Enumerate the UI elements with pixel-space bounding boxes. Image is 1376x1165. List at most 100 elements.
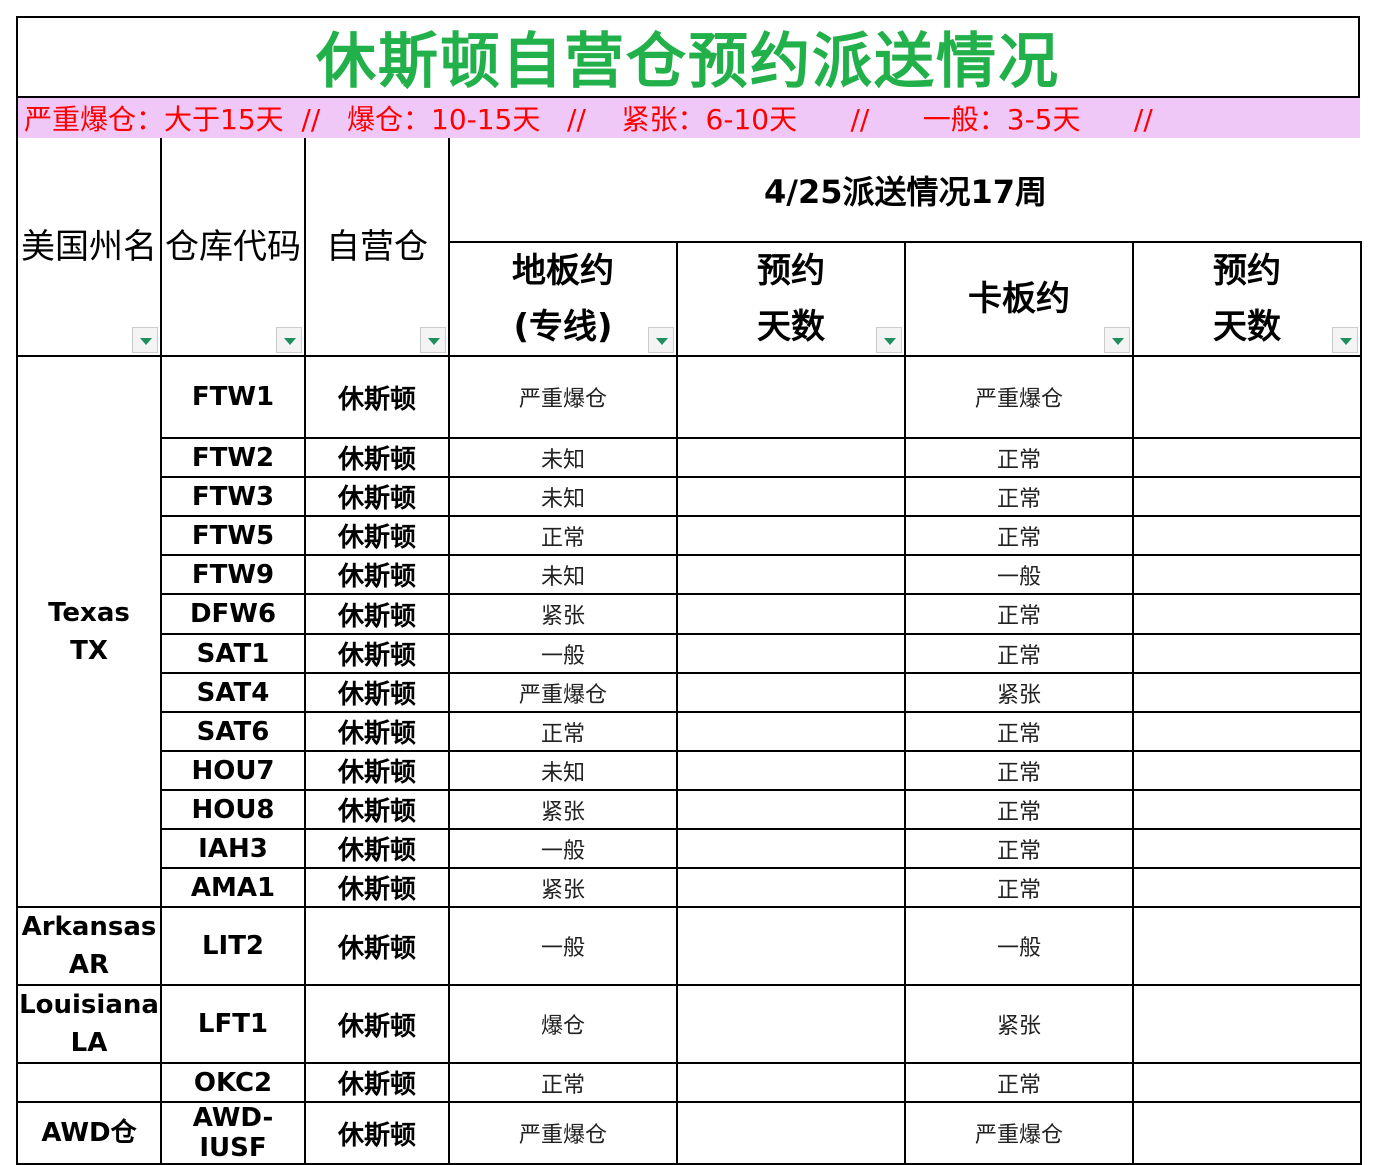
pallet-days-cell[interactable] <box>1132 515 1362 556</box>
warehouse-cell[interactable]: 休斯顿 <box>304 633 450 674</box>
floor-days-cell[interactable] <box>676 554 906 595</box>
floor-status-cell[interactable]: 正常 <box>448 1062 678 1103</box>
pallet-status-cell[interactable]: 正常 <box>904 593 1134 635</box>
warehouse-code-cell[interactable]: HOU8 <box>160 789 306 830</box>
state-cell[interactable]: Louisiana LA <box>16 984 162 1064</box>
filter-dropdown-icon[interactable] <box>876 327 902 353</box>
warehouse-code-cell[interactable]: AWD-IUSF <box>160 1101 306 1165</box>
filter-dropdown-icon[interactable] <box>1104 327 1130 353</box>
floor-status-cell[interactable]: 紧张 <box>448 789 678 830</box>
floor-days-cell[interactable] <box>676 750 906 791</box>
warehouse-cell[interactable]: 休斯顿 <box>304 672 450 713</box>
pallet-status-cell[interactable]: 严重爆仓 <box>904 355 1134 439</box>
warehouse-cell[interactable]: 休斯顿 <box>304 554 450 595</box>
floor-days-cell[interactable] <box>676 984 906 1064</box>
floor-status-cell[interactable]: 一般 <box>448 906 678 986</box>
pallet-days-cell[interactable] <box>1132 554 1362 595</box>
floor-status-cell[interactable]: 爆仓 <box>448 984 678 1064</box>
floor-days-cell[interactable] <box>676 867 906 908</box>
pallet-status-cell[interactable]: 正常 <box>904 867 1134 908</box>
floor-status-cell[interactable]: 一般 <box>448 828 678 869</box>
filter-dropdown-icon[interactable] <box>648 327 674 353</box>
warehouse-code-cell[interactable]: SAT6 <box>160 711 306 752</box>
pallet-days-cell[interactable] <box>1132 984 1362 1064</box>
filter-dropdown-icon[interactable] <box>1332 327 1358 353</box>
pallet-status-cell[interactable]: 正常 <box>904 1062 1134 1103</box>
floor-days-cell[interactable] <box>676 355 906 439</box>
warehouse-code-cell[interactable]: OKC2 <box>160 1062 306 1103</box>
warehouse-code-cell[interactable]: FTW3 <box>160 476 306 517</box>
floor-days-cell[interactable] <box>676 828 906 869</box>
warehouse-code-cell[interactable]: SAT1 <box>160 633 306 674</box>
header-days2[interactable]: 预约 天数 <box>1132 241 1362 357</box>
warehouse-cell[interactable]: 休斯顿 <box>304 906 450 986</box>
floor-status-cell[interactable]: 严重爆仓 <box>448 672 678 713</box>
floor-status-cell[interactable]: 未知 <box>448 437 678 478</box>
pallet-status-cell[interactable]: 紧张 <box>904 984 1134 1064</box>
pallet-days-cell[interactable] <box>1132 437 1362 478</box>
header-pallet[interactable]: 卡板约 <box>904 241 1134 357</box>
floor-days-cell[interactable] <box>676 437 906 478</box>
floor-days-cell[interactable] <box>676 906 906 986</box>
floor-status-cell[interactable]: 未知 <box>448 554 678 595</box>
warehouse-code-cell[interactable]: HOU7 <box>160 750 306 791</box>
warehouse-code-cell[interactable]: FTW9 <box>160 554 306 595</box>
floor-status-cell[interactable]: 严重爆仓 <box>448 355 678 439</box>
pallet-days-cell[interactable] <box>1132 828 1362 869</box>
warehouse-cell[interactable]: 休斯顿 <box>304 593 450 635</box>
state-cell[interactable]: Texas TX <box>16 355 162 908</box>
pallet-status-cell[interactable]: 正常 <box>904 750 1134 791</box>
pallet-status-cell[interactable]: 正常 <box>904 789 1134 830</box>
pallet-status-cell[interactable]: 紧张 <box>904 672 1134 713</box>
pallet-status-cell[interactable]: 正常 <box>904 633 1134 674</box>
pallet-days-cell[interactable] <box>1132 906 1362 986</box>
state-cell[interactable]: Arkansas AR <box>16 906 162 986</box>
warehouse-cell[interactable]: 休斯顿 <box>304 515 450 556</box>
state-cell[interactable]: AWD仓 <box>16 1101 162 1165</box>
warehouse-code-cell[interactable]: FTW2 <box>160 437 306 478</box>
pallet-status-cell[interactable]: 正常 <box>904 437 1134 478</box>
warehouse-code-cell[interactable]: DFW6 <box>160 593 306 635</box>
pallet-days-cell[interactable] <box>1132 1062 1362 1103</box>
warehouse-cell[interactable]: 休斯顿 <box>304 355 450 439</box>
pallet-days-cell[interactable] <box>1132 711 1362 752</box>
floor-status-cell[interactable]: 正常 <box>448 515 678 556</box>
pallet-status-cell[interactable]: 一般 <box>904 554 1134 595</box>
warehouse-code-cell[interactable]: IAH3 <box>160 828 306 869</box>
filter-dropdown-icon[interactable] <box>132 327 158 353</box>
warehouse-cell[interactable]: 休斯顿 <box>304 1101 450 1165</box>
state-cell[interactable] <box>16 1062 162 1103</box>
warehouse-cell[interactable]: 休斯顿 <box>304 711 450 752</box>
pallet-days-cell[interactable] <box>1132 476 1362 517</box>
header-warehouse[interactable]: 自营仓 <box>304 138 450 357</box>
floor-status-cell[interactable]: 严重爆仓 <box>448 1101 678 1165</box>
warehouse-cell[interactable]: 休斯顿 <box>304 828 450 869</box>
warehouse-code-cell[interactable]: AMA1 <box>160 867 306 908</box>
floor-days-cell[interactable] <box>676 1062 906 1103</box>
header-days1[interactable]: 预约 天数 <box>676 241 906 357</box>
pallet-status-cell[interactable]: 正常 <box>904 515 1134 556</box>
warehouse-cell[interactable]: 休斯顿 <box>304 476 450 517</box>
pallet-days-cell[interactable] <box>1132 633 1362 674</box>
warehouse-code-cell[interactable]: FTW1 <box>160 355 306 439</box>
floor-days-cell[interactable] <box>676 515 906 556</box>
floor-days-cell[interactable] <box>676 593 906 635</box>
filter-dropdown-icon[interactable] <box>276 327 302 353</box>
header-floor[interactable]: 地板约 (专线) <box>448 241 678 357</box>
warehouse-cell[interactable]: 休斯顿 <box>304 750 450 791</box>
warehouse-code-cell[interactable]: LIT2 <box>160 906 306 986</box>
floor-days-cell[interactable] <box>676 1101 906 1165</box>
floor-status-cell[interactable]: 正常 <box>448 711 678 752</box>
pallet-days-cell[interactable] <box>1132 1101 1362 1165</box>
warehouse-cell[interactable]: 休斯顿 <box>304 789 450 830</box>
pallet-status-cell[interactable]: 正常 <box>904 476 1134 517</box>
pallet-days-cell[interactable] <box>1132 867 1362 908</box>
floor-days-cell[interactable] <box>676 633 906 674</box>
floor-status-cell[interactable]: 紧张 <box>448 593 678 635</box>
warehouse-code-cell[interactable]: SAT4 <box>160 672 306 713</box>
floor-status-cell[interactable]: 紧张 <box>448 867 678 908</box>
floor-days-cell[interactable] <box>676 789 906 830</box>
warehouse-cell[interactable]: 休斯顿 <box>304 984 450 1064</box>
filter-dropdown-icon[interactable] <box>420 327 446 353</box>
pallet-days-cell[interactable] <box>1132 750 1362 791</box>
